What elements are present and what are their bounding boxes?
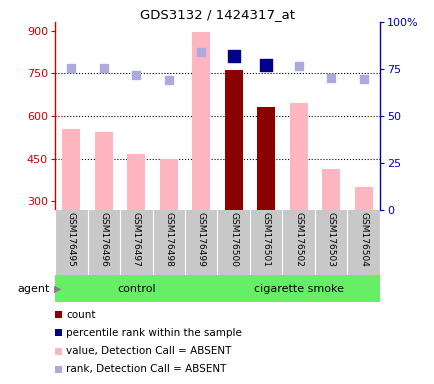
Bar xyxy=(289,103,307,210)
Point xyxy=(262,62,269,68)
Text: GSM176500: GSM176500 xyxy=(229,212,238,267)
Text: percentile rank within the sample: percentile rank within the sample xyxy=(66,328,241,338)
Text: count: count xyxy=(66,310,95,320)
Text: GSM176496: GSM176496 xyxy=(99,212,108,267)
Bar xyxy=(55,311,62,318)
Bar xyxy=(322,169,339,210)
Bar xyxy=(224,70,242,210)
Point xyxy=(327,74,334,81)
Text: control: control xyxy=(117,283,155,293)
Bar xyxy=(217,275,379,302)
Text: GSM176504: GSM176504 xyxy=(358,212,368,267)
Bar xyxy=(95,132,112,210)
Point xyxy=(359,76,366,82)
Text: GSM176497: GSM176497 xyxy=(132,212,141,267)
Text: GSM176501: GSM176501 xyxy=(261,212,270,267)
Text: GSM176495: GSM176495 xyxy=(66,212,76,267)
Text: ▶: ▶ xyxy=(54,283,61,293)
Bar xyxy=(192,32,210,210)
Bar xyxy=(127,154,145,210)
Text: value, Detection Call = ABSENT: value, Detection Call = ABSENT xyxy=(66,346,231,356)
Point xyxy=(165,77,172,83)
Text: GSM176499: GSM176499 xyxy=(196,212,205,267)
Text: agent: agent xyxy=(18,283,50,293)
Point xyxy=(197,49,204,55)
Point xyxy=(132,72,139,78)
Bar xyxy=(257,108,275,210)
Bar xyxy=(354,187,372,210)
Text: cigarette smoke: cigarette smoke xyxy=(253,283,343,293)
Text: GSM176498: GSM176498 xyxy=(164,212,173,267)
Text: GSM176503: GSM176503 xyxy=(326,212,335,267)
Bar xyxy=(55,275,217,302)
Bar xyxy=(55,329,62,336)
Bar xyxy=(55,348,62,355)
Title: GDS3132 / 1424317_at: GDS3132 / 1424317_at xyxy=(140,8,294,21)
Bar xyxy=(55,366,62,373)
Text: rank, Detection Call = ABSENT: rank, Detection Call = ABSENT xyxy=(66,364,226,374)
Text: GSM176502: GSM176502 xyxy=(293,212,302,267)
Point xyxy=(295,63,302,69)
Bar xyxy=(62,129,80,210)
Point xyxy=(230,53,237,59)
Point xyxy=(68,65,75,71)
Point xyxy=(100,65,107,71)
Bar xyxy=(159,159,177,210)
